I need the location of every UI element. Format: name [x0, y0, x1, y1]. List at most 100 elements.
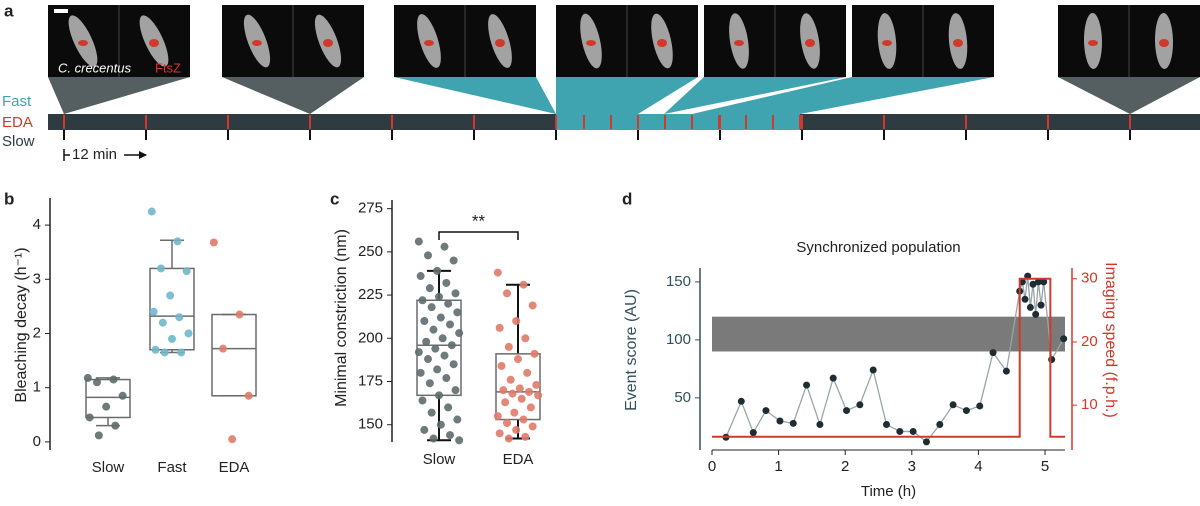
scale-bar	[54, 9, 68, 13]
fast-label: Fast	[2, 93, 32, 110]
y-axis-label: Event score (AU)	[623, 289, 640, 411]
y-tick-label: 0	[33, 433, 41, 450]
connector	[692, 77, 994, 114]
data-point	[453, 308, 462, 317]
data-point	[493, 268, 502, 277]
data-point	[427, 408, 436, 417]
data-point	[118, 391, 127, 400]
data-point	[85, 413, 94, 422]
ftsz	[78, 40, 88, 46]
data-point	[433, 266, 442, 275]
y-tick-label: 275	[358, 200, 383, 217]
y-axis-label: Minimal constriction (nm)	[333, 229, 350, 407]
data-point	[414, 348, 423, 357]
interval-label: 12 min	[72, 146, 117, 163]
data-point	[424, 355, 432, 364]
panel-letter: a	[4, 1, 14, 20]
data-point	[530, 349, 539, 358]
y-tick-label: 30	[1081, 270, 1098, 287]
data-point	[521, 334, 530, 343]
y-tick-label: 3	[33, 270, 41, 287]
panel-a: a Fast EDA Slow 12 min C. crecentus FtsZ	[2, 1, 1200, 163]
data-point	[177, 348, 186, 357]
connector	[394, 77, 556, 114]
ftsz	[586, 40, 596, 46]
data-point	[521, 432, 530, 441]
data-point	[962, 407, 970, 415]
data-point	[449, 256, 458, 265]
data-point	[829, 374, 837, 382]
data-point	[157, 264, 165, 273]
data-point	[184, 329, 193, 338]
data-point	[175, 313, 184, 322]
data-point	[416, 368, 425, 377]
data-point	[449, 360, 458, 369]
y-tick-label: 200	[358, 329, 383, 346]
connector	[1058, 77, 1200, 114]
panel-letter: c	[330, 189, 339, 208]
data-point	[499, 386, 508, 395]
data-point	[517, 394, 526, 403]
data-point	[424, 251, 432, 260]
arrow-head	[139, 151, 147, 159]
data-point	[1002, 367, 1010, 375]
data-point	[514, 355, 522, 364]
data-point	[497, 361, 506, 370]
data-point	[219, 344, 227, 353]
data-point	[166, 291, 175, 300]
data-point	[512, 425, 521, 434]
data-point	[508, 389, 517, 398]
data-point	[1034, 278, 1042, 286]
data-point	[446, 431, 454, 440]
data-point	[503, 418, 511, 427]
data-point	[749, 429, 757, 437]
y-tick-label: 175	[358, 372, 383, 389]
data-point	[147, 207, 156, 216]
data-point	[433, 365, 442, 374]
data-point	[936, 420, 944, 428]
data-point	[151, 345, 160, 354]
data-point	[922, 438, 930, 446]
box	[149, 267, 195, 351]
data-point	[532, 380, 541, 389]
threshold-band	[712, 316, 1065, 352]
data-point	[1037, 301, 1045, 309]
data-point	[416, 272, 425, 281]
data-point	[442, 278, 451, 287]
data-point	[534, 391, 543, 400]
data-point	[526, 403, 535, 412]
data-point	[425, 379, 434, 388]
ftsz	[495, 39, 505, 47]
data-point	[438, 334, 447, 343]
data-point	[158, 318, 167, 327]
data-point	[816, 420, 824, 428]
species-label: C. crecentus	[58, 60, 131, 75]
data-point	[762, 407, 770, 415]
y-tick-label: 4	[33, 216, 41, 233]
data-point	[209, 238, 218, 247]
y-tick-label: 2	[33, 324, 41, 341]
box	[211, 313, 257, 397]
data-point	[111, 421, 120, 430]
data-point	[440, 242, 449, 251]
y-tick-label: 50	[674, 389, 691, 406]
ftsz	[252, 40, 262, 46]
data-point	[455, 329, 464, 338]
y2-axis-label: Imaging speed (f.p.h.)	[1102, 262, 1119, 418]
ftsz	[734, 40, 744, 46]
data-point	[909, 427, 917, 435]
ftsz	[953, 39, 963, 47]
data-point	[414, 237, 423, 246]
x-tick-label: 2	[841, 458, 849, 475]
eda-label: EDA	[2, 114, 33, 131]
protein-label: FtsZ	[155, 60, 181, 75]
y-tick-label: 150	[358, 416, 383, 433]
x-tick-label: 5	[1041, 458, 1049, 475]
connector	[664, 77, 846, 114]
x-tick-label: 0	[708, 458, 716, 475]
ftsz	[424, 40, 434, 46]
ftsz	[1159, 39, 1169, 47]
data-point	[883, 420, 891, 428]
x-tick-label: EDA	[503, 451, 534, 468]
